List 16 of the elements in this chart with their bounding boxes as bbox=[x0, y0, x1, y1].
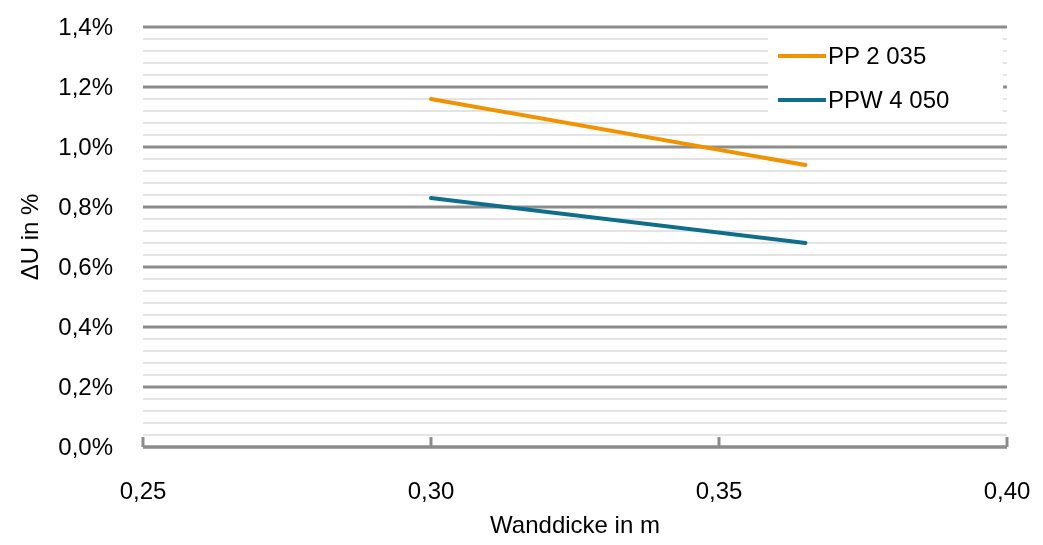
y-tick-label: 1,4% bbox=[58, 13, 113, 41]
x-tick-label: 0,25 bbox=[119, 477, 167, 504]
x-tick-label: 0,30 bbox=[407, 477, 455, 504]
y-tick-label: 0,2% bbox=[58, 373, 113, 401]
y-tick-label: 0,0% bbox=[58, 433, 113, 461]
y-tick-label: 0,8% bbox=[58, 193, 113, 221]
x-axis-title: Wanddicke in m bbox=[490, 511, 660, 538]
y-tick-label: 1,0% bbox=[58, 133, 113, 161]
y-axis-title: ΔU in % bbox=[16, 193, 43, 281]
y-tick-label: 0,4% bbox=[58, 313, 113, 341]
y-tick-label: 1,2% bbox=[58, 73, 113, 101]
legend-label: PPW 4 050 bbox=[828, 86, 950, 114]
x-tick-label: 0,40 bbox=[983, 477, 1031, 504]
legend-label: PP 2 035 bbox=[828, 42, 927, 70]
y-tick-label: 0,6% bbox=[58, 253, 113, 281]
x-tick-label: 0,35 bbox=[695, 477, 743, 504]
